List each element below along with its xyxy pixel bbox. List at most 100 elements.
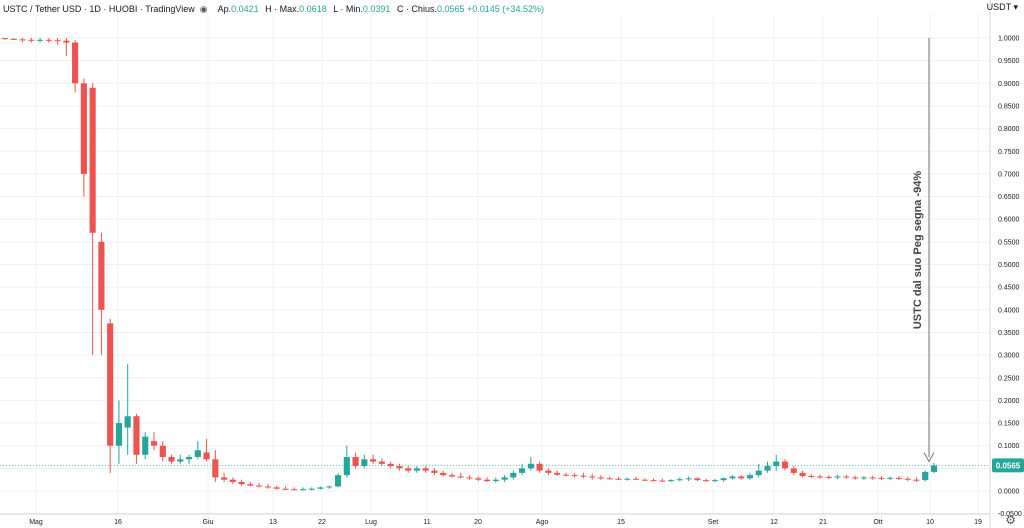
candle-body [326,486,333,488]
x-tick-label: 10 [926,519,934,526]
candle [703,478,710,482]
candle [396,463,403,471]
candle [343,445,350,478]
y-tick-label: 0.4500 [998,285,1020,292]
last-price-badge [992,458,1024,473]
candle-body [624,478,631,480]
candle [115,400,123,464]
candle-body [650,480,657,482]
candle-body [299,489,307,491]
candle [790,466,797,476]
candle [256,482,263,488]
currency-selector[interactable]: USDT ▾ [986,2,1018,12]
x-tick-label: 19 [974,519,982,526]
candle [361,454,368,469]
candle-body [694,478,701,481]
candle-body [536,463,543,471]
candle [808,473,815,479]
y-tick-label: 0.3000 [998,353,1020,360]
candle-body [440,472,447,476]
x-tick-label: Mag [29,519,43,526]
candle-body [492,479,499,482]
candle-body [317,487,324,489]
candle [483,477,491,482]
eye-icon[interactable]: ◉ [199,3,208,14]
candle-body [641,479,648,481]
x-tick-label: 22 [318,519,326,526]
candle [755,463,762,478]
candle [624,477,631,481]
candle [378,458,385,467]
candle-body [834,476,841,478]
candle-body [615,478,622,480]
candle [370,454,377,464]
candle [387,461,394,469]
candle-body [36,39,44,41]
candle-body [589,476,596,478]
y-tick-label: 0.3500 [998,330,1020,337]
low-label: L · Min. [333,4,363,14]
candle [326,485,333,489]
symbol-legend: USTC / Tether USD · 1D · HUOBI · Trading… [3,2,544,16]
candle-body [466,477,473,479]
gear-icon[interactable]: ⚙ [1005,513,1016,527]
candle [738,475,745,480]
last-price-label: 0.0565 [996,461,1021,470]
candle-body [711,480,718,482]
candle-body [352,457,359,467]
candle-body [185,457,193,460]
x-tick-label: 21 [819,519,827,526]
candle [405,466,412,473]
candle [589,473,596,480]
candle-body [133,416,140,455]
annotation-arrow-head [923,452,935,463]
time-axis[interactable]: Mag 16 Giu 13 22 Lug 11 20 Ago 15 Set 12 21 Ott 10 19 [0,513,990,526]
x-tick-label: Lug [365,519,377,526]
y-tick-label: 1.0000 [998,36,1020,43]
candle-body [808,476,815,478]
candle-body [676,479,683,481]
candle-body [913,479,920,481]
candles-series [1,38,938,491]
candle-body [571,475,578,477]
candle-body [562,474,569,476]
change-value: +0.0145 (+34.52%) [467,4,545,14]
candle [185,454,193,464]
candle [229,477,236,485]
candle-body [159,445,166,458]
symbol-text[interactable]: USTC / Tether USD · 1D · HUOBI · Trading… [3,4,195,14]
candle-body [659,480,666,482]
y-tick-label: 0.5000 [998,262,1020,269]
y-tick-label: 0.0000 [998,489,1020,496]
candle-body [273,487,280,489]
last-price-marker: 0.0565 [0,458,1024,473]
x-tick-label: 16 [114,519,122,526]
candle-body [527,463,534,469]
x-tick-label: 12 [770,519,778,526]
candle [54,38,61,45]
price-axis[interactable]: 1.0000 0.9500 0.9000 0.8500 0.8000 0.7500 0.70… [989,0,1022,528]
candle [80,78,87,197]
candle-body [177,459,184,462]
candle-body [10,38,17,40]
candle [641,478,648,482]
x-tick-label: Set [708,519,719,526]
candle [799,470,806,478]
candle-body [378,461,385,464]
candle-body [773,461,780,467]
candle-body [343,457,350,476]
candle-body [887,477,894,479]
candle-body [291,489,298,491]
y-tick-label: 0.4000 [998,307,1020,314]
candle [913,477,920,482]
candle [816,474,824,479]
candle-body [904,478,911,480]
candle [221,472,228,482]
candle-body [413,468,420,471]
candle-body [729,476,736,479]
y-tick-label: 0.2500 [998,375,1020,382]
candle-body [545,470,552,473]
candle-body [194,450,201,458]
candle-body [843,476,850,478]
